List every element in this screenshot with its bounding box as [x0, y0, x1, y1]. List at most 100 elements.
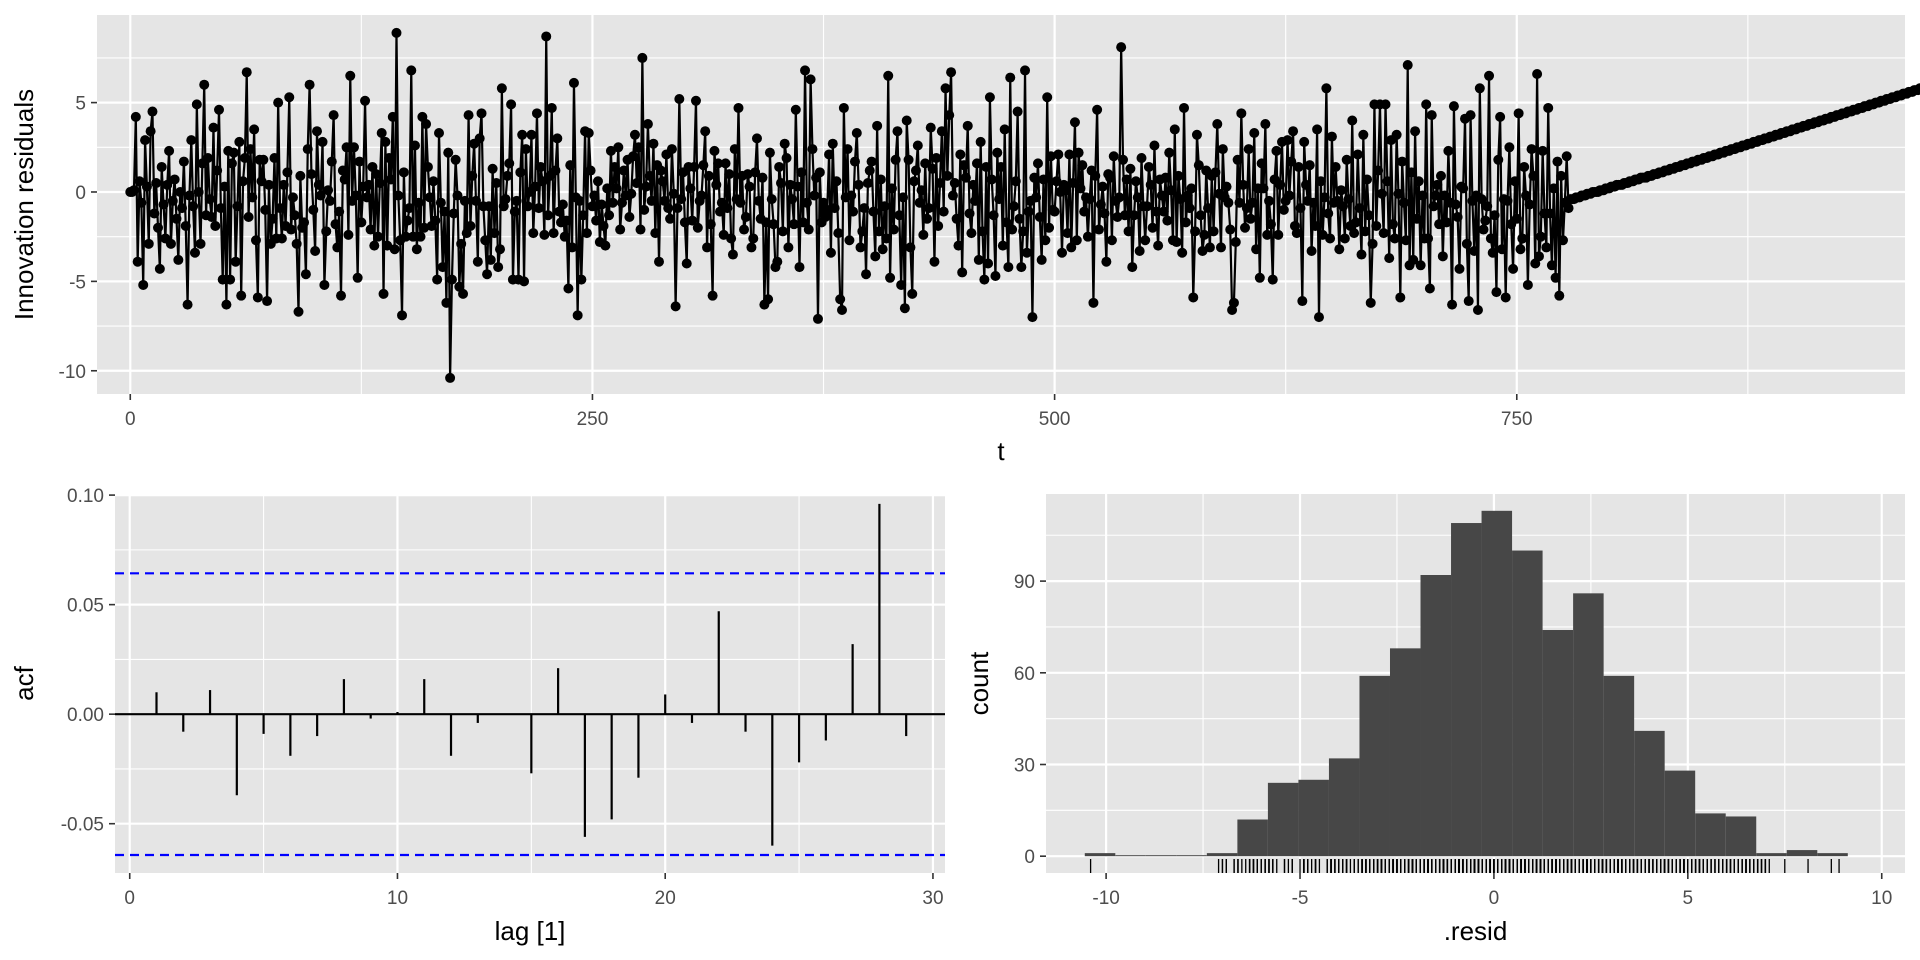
- residual-point: [1136, 153, 1147, 164]
- residual-point: [859, 203, 870, 214]
- residual-point: [1210, 167, 1221, 178]
- residual-point: [927, 163, 938, 174]
- residual-point: [698, 160, 709, 171]
- residual-point: [173, 254, 184, 265]
- residual-point: [674, 94, 685, 105]
- p3-x-tick-label: 0: [1489, 888, 1500, 909]
- residual-point: [282, 167, 293, 178]
- residual-point: [1293, 161, 1304, 172]
- residual-point: [772, 256, 783, 267]
- p1-y-tick-label: 5: [75, 94, 86, 115]
- residual-point: [189, 247, 200, 258]
- residual-point: [243, 212, 254, 223]
- p2-y-tick-label: 0.00: [67, 705, 104, 726]
- residual-point: [1384, 253, 1395, 264]
- residual-point: [543, 210, 554, 221]
- residual-point: [214, 104, 225, 115]
- residual-point: [1443, 145, 1454, 156]
- residual-point: [1408, 254, 1419, 265]
- residual-point: [291, 238, 302, 249]
- residual-point: [1430, 190, 1441, 201]
- residual-point: [914, 197, 925, 208]
- residual-point: [1371, 220, 1382, 231]
- residual-point: [899, 303, 910, 314]
- residual-point: [1454, 263, 1465, 274]
- residual-point: [1007, 224, 1018, 235]
- residual-point: [308, 204, 319, 215]
- residual-point: [352, 272, 363, 283]
- residual-point: [245, 144, 256, 155]
- histogram-bar: [1145, 855, 1177, 857]
- residual-point: [605, 145, 616, 156]
- p1-y-tick-label: -10: [59, 362, 86, 383]
- residual-point: [1123, 226, 1134, 237]
- residual-point: [812, 313, 823, 324]
- residual-point: [668, 188, 679, 199]
- residual-point: [849, 156, 860, 167]
- residual-point: [421, 119, 432, 130]
- residual-point: [885, 272, 896, 283]
- residual-point: [1395, 292, 1406, 303]
- residual-point: [239, 153, 250, 164]
- residual-point: [1325, 233, 1336, 244]
- histogram-bar: [1512, 550, 1543, 857]
- residual-point: [1221, 181, 1232, 192]
- residual-point: [459, 195, 470, 206]
- residual-point: [1003, 262, 1014, 273]
- residual-point: [374, 178, 385, 189]
- residual-point: [776, 178, 787, 189]
- residual-point: [968, 179, 979, 190]
- residual-point: [637, 52, 648, 63]
- residual-point: [1352, 149, 1363, 160]
- residual-point: [947, 190, 958, 201]
- residual-point: [581, 228, 592, 239]
- residual-point: [592, 176, 603, 187]
- residual-point: [406, 65, 417, 76]
- residual-point: [1297, 296, 1308, 307]
- residual-point: [940, 83, 951, 94]
- residual-point: [766, 194, 777, 205]
- residual-point: [334, 206, 345, 217]
- residual-point: [535, 161, 546, 172]
- residual-point: [361, 192, 372, 203]
- residual-point: [202, 153, 213, 164]
- residual-point: [1204, 242, 1215, 253]
- residual-point: [1099, 208, 1110, 219]
- residual-point: [1053, 149, 1064, 160]
- residual-point: [409, 140, 420, 151]
- residual-point: [561, 215, 572, 226]
- residual-point: [936, 126, 947, 137]
- histogram-bar: [1267, 782, 1299, 857]
- residual-point: [474, 133, 485, 144]
- residual-point: [801, 197, 812, 208]
- residual-point: [1363, 210, 1374, 221]
- residual-point: [894, 210, 905, 221]
- residual-point: [905, 242, 916, 253]
- p2-x-tick-label: 30: [922, 888, 943, 909]
- residual-point: [356, 217, 367, 228]
- histogram-bar: [1725, 816, 1757, 857]
- histogram-bar: [1389, 648, 1421, 857]
- residual-point: [705, 219, 716, 230]
- residual-point: [1526, 144, 1537, 155]
- residual-point: [1108, 151, 1119, 162]
- residual-point: [1156, 190, 1167, 201]
- residual-point: [328, 110, 339, 121]
- residual-point: [1049, 206, 1060, 217]
- residual-point: [1271, 145, 1282, 156]
- residual-point: [1349, 228, 1360, 239]
- residual-point: [962, 120, 973, 131]
- residual-point: [422, 161, 433, 172]
- residual-point: [1057, 247, 1068, 258]
- residual-point: [153, 222, 164, 233]
- residual-point: [526, 129, 537, 140]
- residual-point: [944, 110, 955, 121]
- residual-point: [798, 217, 809, 228]
- residual-point: [1502, 195, 1513, 206]
- residual-point: [883, 70, 894, 81]
- residual-point: [1038, 174, 1049, 185]
- residual-point: [1066, 242, 1077, 253]
- residual-point: [559, 231, 570, 242]
- residual-point: [1130, 176, 1141, 187]
- residual-point: [650, 228, 661, 239]
